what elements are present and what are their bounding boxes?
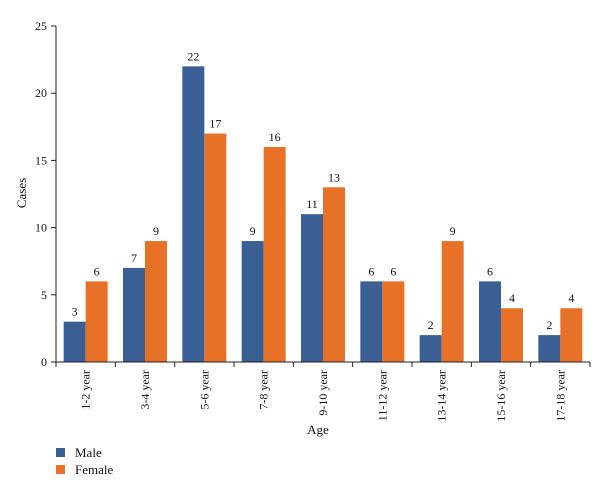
bar-male	[419, 335, 442, 362]
bar-male	[241, 241, 264, 362]
data-label-male: 7	[131, 251, 137, 265]
bar-male	[301, 214, 323, 362]
data-label-female: 6	[94, 264, 100, 278]
bar-male	[123, 267, 145, 362]
data-label-female: 4	[568, 291, 574, 305]
y-tick-label: 25	[35, 19, 47, 33]
bars-group	[63, 66, 583, 362]
bar-male	[479, 281, 501, 362]
x-ticks-group: 1-2 year 3-4 year 5-6 year 7-8 year 9-10 yea…	[55, 362, 591, 422]
x-tick-label: 15-16 year	[494, 370, 508, 422]
bar-female	[145, 241, 167, 362]
bar-female	[501, 308, 523, 362]
data-label-female: 13	[328, 170, 340, 184]
data-label-male: 11	[306, 197, 318, 211]
x-tick-label: 11-12 year	[375, 370, 389, 421]
data-label-female: 16	[269, 130, 281, 144]
y-tick-label: 20	[35, 86, 47, 100]
y-axis-title: Cases	[14, 178, 29, 208]
bar-female	[441, 241, 464, 362]
data-label-female: 9	[153, 224, 159, 238]
data-label-female: 9	[450, 224, 456, 238]
bar-female	[85, 281, 108, 362]
bar-male	[63, 321, 86, 362]
x-axis-title: Age	[307, 422, 329, 437]
x-tick-label: 13-14 year	[435, 370, 449, 422]
x-tick-label: 7-8 year	[257, 370, 271, 410]
data-label-female: 6	[390, 264, 396, 278]
legend-swatch-female	[56, 465, 65, 474]
legend-swatch-male	[56, 448, 65, 457]
y-tick-label: 10	[35, 221, 47, 235]
data-label-female: 4	[509, 291, 515, 305]
data-labels-group: 3 7 22 9 11 6 2 6 2 6 9 17 16 13 6 9 4 4	[72, 49, 575, 332]
data-label-male: 3	[72, 305, 78, 319]
bar-female	[382, 281, 405, 362]
bar-female	[323, 187, 345, 362]
y-tick-label: 5	[41, 288, 47, 302]
x-tick-label: 3-4 year	[138, 370, 152, 410]
data-label-male: 2	[546, 318, 552, 332]
y-tick-label: 0	[41, 355, 47, 369]
bar-female	[560, 308, 583, 362]
y-ticks-group: 0 5 10 15 20 25	[35, 19, 56, 369]
bar-male	[360, 281, 383, 362]
bar-male	[538, 335, 561, 362]
data-label-male: 2	[428, 318, 434, 332]
data-label-male: 6	[368, 264, 374, 278]
x-tick-label: 5-6 year	[197, 370, 211, 410]
bar-female	[204, 133, 227, 362]
bar-female	[263, 146, 286, 362]
x-tick-label: 9-10 year	[316, 370, 330, 416]
x-tick-label: 1-2 year	[79, 370, 93, 410]
legend: Male Female	[56, 445, 113, 477]
x-tick-label: 17-18 year	[553, 370, 567, 422]
bar-male	[182, 66, 205, 362]
legend-label-female: Female	[75, 462, 113, 477]
data-label-male: 22	[187, 49, 199, 63]
legend-label-male: Male	[75, 445, 102, 460]
data-label-male: 9	[250, 224, 256, 238]
data-label-male: 6	[487, 264, 493, 278]
data-label-female: 17	[209, 117, 221, 131]
y-tick-label: 15	[35, 153, 47, 167]
